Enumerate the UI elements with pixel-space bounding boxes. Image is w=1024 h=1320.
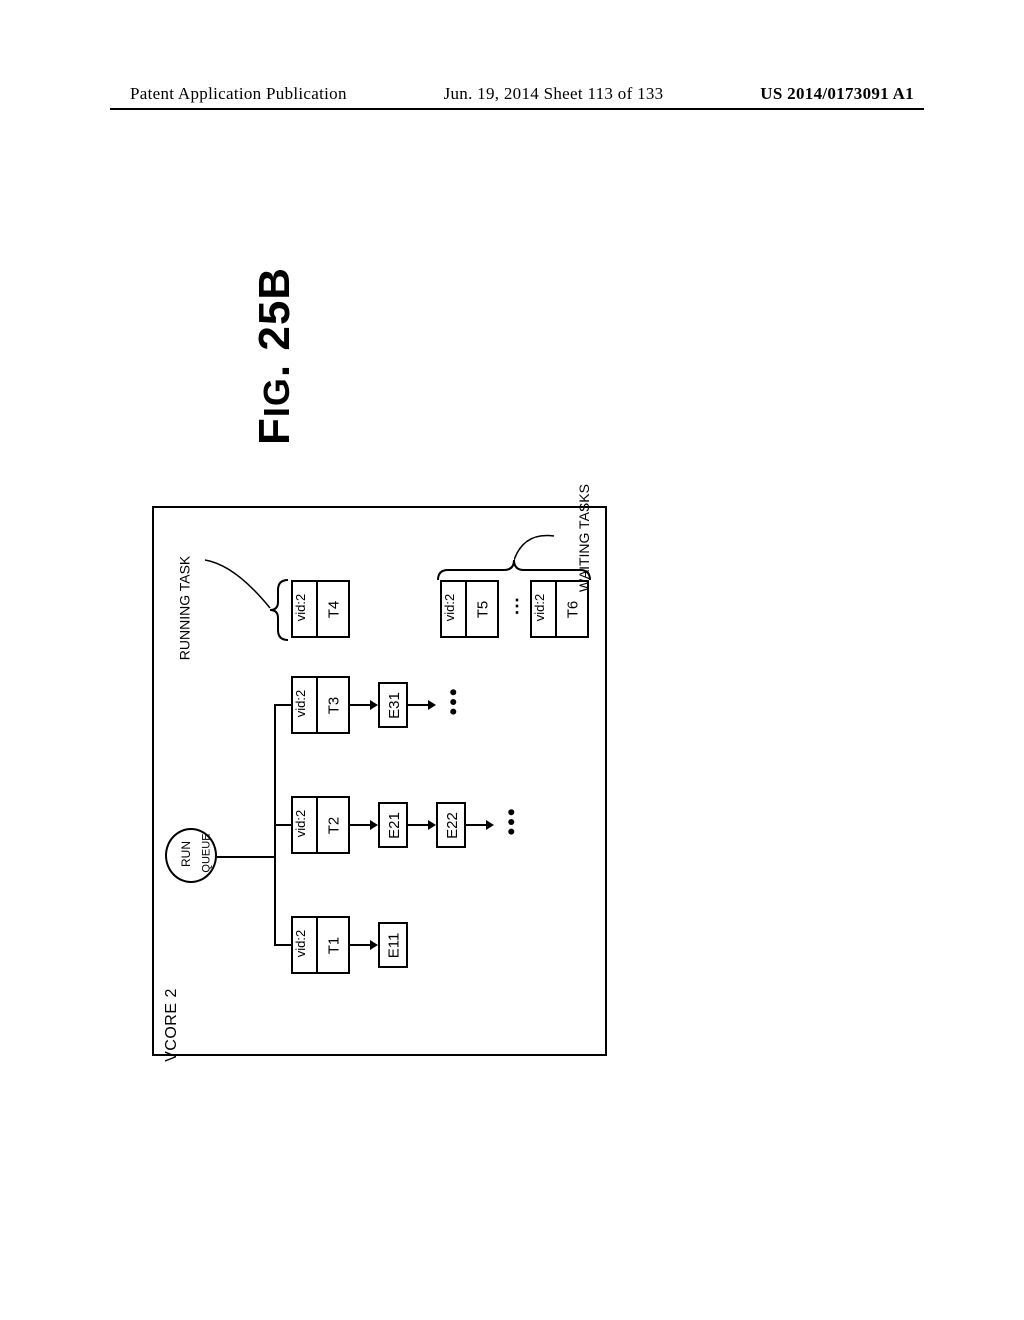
event-e11-label: E11 [385,933,402,959]
rq-stub-t3 [274,704,291,706]
rq-stem [217,856,275,858]
t1-e-arrow [350,944,372,946]
waiting-dots: ⋮ [508,596,525,617]
t2-dots: ••• [499,806,525,835]
waiting-lead [514,530,564,564]
waiting-label: WAITING TASKS [576,484,592,592]
page-header: Patent Application Publication Jun. 19, … [0,84,1024,104]
header-center: Jun. 19, 2014 Sheet 113 of 133 [444,84,664,104]
event-e31-label: E31 [386,692,403,719]
rq-stub-t1 [274,944,291,946]
task-t2-name-label: T2 [325,817,342,835]
task-t3-vid-label: vid:2 [293,690,308,717]
run-queue-label-1: RUN [179,841,193,867]
t3-e1-arrow [350,704,372,706]
task-t4-vid-label: vid:2 [293,594,308,621]
task-t6-vid-label: vid:2 [532,594,547,621]
t3-dots: ••• [441,686,467,715]
task-t5-name-label: T5 [474,601,491,619]
t2-e2-arrowhead [428,820,436,830]
header-line: Patent Application Publication Jun. 19, … [130,84,914,104]
figure-label: FIG. 25B [250,267,300,445]
t3-e2-arrowhead [428,700,436,710]
header-left: Patent Application Publication [130,84,347,104]
t2-e3-arrowhead [486,820,494,830]
t1-e-arrowhead [370,940,378,950]
running-lead [205,555,275,615]
task-t3-name-label: T3 [325,697,342,715]
run-queue-label-2: QUEUE [201,833,213,872]
t3-e1-arrowhead [370,700,378,710]
task-t6-name-label: T6 [564,601,581,619]
t3-e2-arrow [408,704,430,706]
task-t1-name-label: T1 [325,937,342,955]
task-t5-vid-label: vid:2 [442,594,457,621]
vcore-label: VCORE 2 [163,988,181,1062]
task-t1-vid-label: vid:2 [293,930,308,957]
event-e21-label: E21 [386,812,403,839]
figure-label-fig: FIG. 25B [250,267,299,445]
task-t2-vid-label: vid:2 [293,810,308,837]
running-label: RUNNING TASK [176,556,192,661]
rq-stub-t2 [274,824,291,826]
header-pubnum: US 2014/0173091 A1 [760,84,914,104]
t2-e3-arrow [466,824,488,826]
t2-e2-arrow [408,824,430,826]
page: Patent Application Publication Jun. 19, … [0,0,1024,1320]
header-rule [110,108,924,110]
event-e22-label: E22 [444,812,461,839]
task-t4-name-label: T4 [325,601,342,619]
t2-e1-arrowhead [370,820,378,830]
t2-e1-arrow [350,824,372,826]
